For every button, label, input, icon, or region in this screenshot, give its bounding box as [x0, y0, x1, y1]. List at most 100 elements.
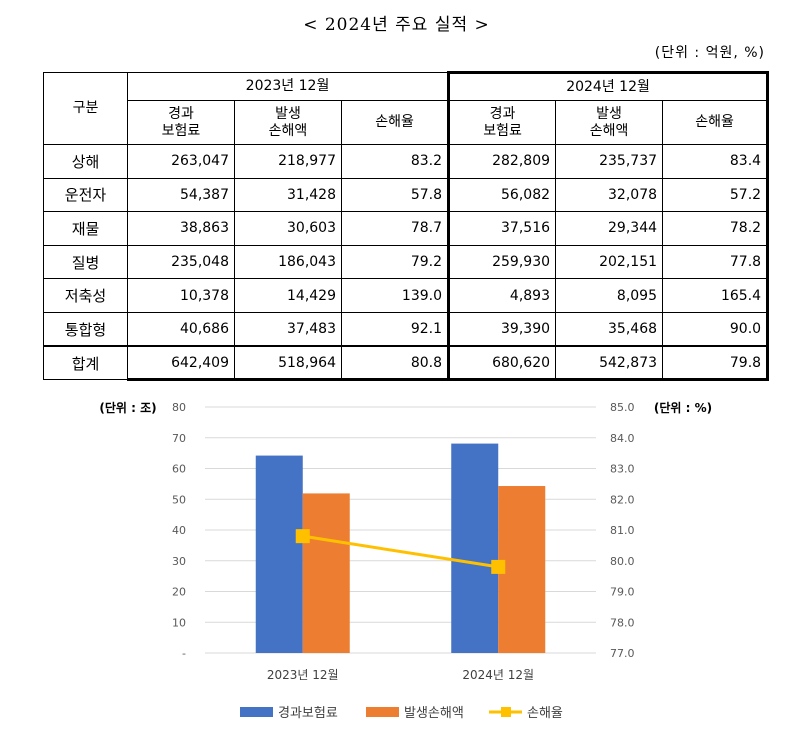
- table-cell: 218,977: [234, 144, 342, 179]
- left-tick-label: 30: [172, 555, 186, 568]
- legend-label: 경과보험료: [278, 706, 338, 721]
- right-tick-label: 83.0: [610, 463, 635, 476]
- left-tick-label: 40: [172, 524, 186, 537]
- table-cell: 83.2: [340, 144, 450, 179]
- table-row: 통합형 40,686 37,483 92.1 39,390 35,468 90.0: [43, 311, 770, 347]
- page-title: < 2024년 주요 실적 >: [303, 15, 490, 35]
- table-cell: 79.2: [340, 244, 450, 280]
- table-cell: 259,930: [447, 244, 557, 280]
- table-cell: 35,468: [555, 311, 664, 347]
- table-cell: 235,048: [127, 244, 235, 280]
- row-label: 저축성: [43, 278, 128, 313]
- category-label: 2023년 12월: [267, 668, 339, 682]
- legend-swatch: [240, 707, 273, 717]
- table-row: 질병 235,048 186,043 79.2 259,930 202,151 77.8: [43, 244, 770, 280]
- table-cell: 518,964: [234, 345, 342, 382]
- table-cell: 4,893: [447, 278, 557, 313]
- chart-legend: 경과보험료 발생손해액 손해율: [240, 706, 563, 721]
- legend-swatch: [366, 707, 399, 717]
- right-tick-label: 84.0: [610, 432, 635, 445]
- right-tick-label: 78.0: [610, 616, 635, 629]
- table-row: 재물 38,863 30,603 78.7 37,516 29,344 78.2: [43, 211, 770, 246]
- col-header-loss-ratio-2023: 손해율: [340, 100, 450, 145]
- table-cell: 78.7: [340, 211, 450, 246]
- table-cell: 235,737: [555, 144, 664, 179]
- left-tick-label: 20: [172, 586, 186, 599]
- legend-label: 발생손해액: [404, 706, 464, 721]
- bar-incurred-loss: [302, 493, 350, 653]
- period-header-2024: 2024년 12월: [447, 71, 770, 101]
- table-cell: 57.2: [662, 177, 770, 213]
- table-cell: 680,620: [447, 345, 557, 382]
- table-cell: 39,390: [447, 311, 557, 347]
- bar-earned-premium: [451, 443, 499, 653]
- right-tick-label: 79.0: [610, 586, 635, 599]
- table-cell: 90.0: [662, 311, 770, 347]
- table-cell: 29,344: [555, 211, 664, 246]
- col-header-incurred-loss-2024: 발생 손해액: [555, 100, 664, 145]
- legend-swatch-marker: [501, 707, 511, 717]
- row-label: 질병: [43, 244, 128, 280]
- table-cell: 165.4: [662, 278, 770, 313]
- right-tick-label: 80.0: [610, 555, 635, 568]
- table-row: 상해 263,047 218,977 83.2 282,809 235,737 83.4: [43, 144, 770, 179]
- table-cell: 542,873: [555, 345, 664, 382]
- table-cell: 54,387: [127, 177, 235, 213]
- row-label: 통합형: [43, 311, 128, 347]
- table-cell: 642,409: [127, 345, 235, 382]
- table-row: 운전자 54,387 31,428 57.8 56,082 32,078 57.2: [43, 177, 770, 213]
- table-cell: 83.4: [662, 144, 770, 179]
- left-tick-label: -: [182, 647, 186, 660]
- loss-ratio-marker: [491, 559, 506, 574]
- row-label: 상해: [43, 144, 128, 179]
- table-cell: 56,082: [447, 177, 557, 213]
- row-label: 합계: [43, 345, 128, 381]
- left-tick-label: 50: [172, 493, 186, 506]
- left-tick-label: 60: [172, 463, 186, 476]
- table-cell: 78.2: [662, 211, 770, 246]
- table-cell: 14,429: [234, 278, 342, 313]
- bar-incurred-loss: [498, 486, 546, 653]
- performance-table: 구분 2023년 12월 2024년 12월 경과 보험료 발생 손해액 손해율 경…: [43, 71, 770, 382]
- row-label: 운전자: [43, 177, 128, 213]
- category-label: 2024년 12월: [462, 668, 534, 682]
- table-cell: 37,483: [234, 311, 342, 347]
- loss-ratio-marker: [295, 529, 310, 544]
- left-tick-label: 70: [172, 432, 186, 445]
- table-row: 저축성 10,378 14,429 139.0 4,893 8,095 165.4: [43, 278, 770, 313]
- table-cell: 77.8: [662, 244, 770, 280]
- col-header-incurred-loss-2023: 발생 손해액: [234, 100, 342, 145]
- col-header-earned-premium-2024: 경과 보험료: [447, 100, 557, 145]
- table-cell: 92.1: [340, 311, 450, 347]
- table-row: 합계 642,409 518,964 80.8 680,620 542,873 79.8: [43, 345, 770, 382]
- right-tick-label: 82.0: [610, 493, 635, 506]
- legend-label: 손해율: [527, 706, 563, 721]
- left-axis-unit-label: (단위 : 조): [99, 400, 156, 415]
- table-unit-note: (단위 : 억원, %): [654, 45, 765, 61]
- table-cell: 263,047: [127, 144, 235, 179]
- table-cell: 139.0: [340, 278, 450, 313]
- right-tick-label: 81.0: [610, 524, 635, 537]
- row-header-label: 구분: [43, 72, 128, 145]
- table-cell: 79.8: [662, 345, 770, 382]
- right-tick-label: 85.0: [610, 401, 635, 414]
- left-tick-label: 80: [172, 401, 186, 414]
- bar-earned-premium: [255, 455, 303, 653]
- table-cell: 30,603: [234, 211, 342, 246]
- table-cell: 8,095: [555, 278, 664, 313]
- table-cell: 10,378: [127, 278, 235, 313]
- table-cell: 57.8: [340, 177, 450, 213]
- col-header-earned-premium-2023: 경과 보험료: [127, 100, 235, 145]
- performance-chart: - 77.0 10 78.0 20 79.0 30 80.0 40 81.0 50 82.0 60 83.…: [99, 400, 712, 721]
- period-header-2023: 2023년 12월: [126, 72, 450, 101]
- col-header-loss-ratio-2024: 손해율: [662, 100, 770, 145]
- table-cell: 40,686: [127, 311, 235, 347]
- table-cell: 31,428: [234, 177, 342, 213]
- table-cell: 202,151: [555, 244, 664, 280]
- left-tick-label: 10: [172, 616, 186, 629]
- row-label: 재물: [43, 211, 128, 246]
- table-cell: 37,516: [447, 211, 557, 246]
- loss-ratio-line: [302, 534, 499, 569]
- table-cell: 80.8: [340, 345, 450, 382]
- table-cell: 38,863: [127, 211, 235, 246]
